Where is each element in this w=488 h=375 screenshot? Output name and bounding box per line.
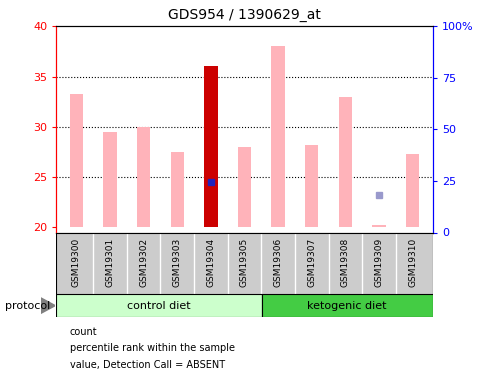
Bar bbox=[261, 294, 432, 317]
Text: GSM19300: GSM19300 bbox=[72, 237, 81, 287]
Text: GSM19302: GSM19302 bbox=[139, 237, 148, 286]
Text: value, Detection Call = ABSENT: value, Detection Call = ABSENT bbox=[70, 360, 224, 370]
Text: GSM19303: GSM19303 bbox=[172, 237, 182, 287]
Bar bbox=[338, 97, 351, 228]
Text: GSM19301: GSM19301 bbox=[105, 237, 114, 287]
Text: GSM19304: GSM19304 bbox=[206, 237, 215, 286]
Text: GSM19308: GSM19308 bbox=[340, 237, 349, 287]
Bar bbox=[305, 145, 318, 228]
Bar bbox=[170, 152, 183, 228]
Text: ketogenic diet: ketogenic diet bbox=[307, 301, 386, 310]
Text: GSM19305: GSM19305 bbox=[240, 237, 248, 287]
Text: count: count bbox=[70, 327, 97, 337]
Bar bbox=[203, 66, 217, 228]
Bar bbox=[405, 154, 418, 228]
Bar bbox=[237, 147, 251, 228]
Text: GSM19309: GSM19309 bbox=[374, 237, 383, 287]
Text: percentile rank within the sample: percentile rank within the sample bbox=[70, 344, 234, 354]
Bar bbox=[271, 46, 284, 228]
Polygon shape bbox=[41, 298, 55, 314]
Bar bbox=[56, 294, 261, 317]
Title: GDS954 / 1390629_at: GDS954 / 1390629_at bbox=[168, 9, 320, 22]
Text: control diet: control diet bbox=[127, 301, 190, 310]
Bar bbox=[103, 132, 117, 228]
Bar bbox=[137, 127, 150, 228]
Text: GSM19310: GSM19310 bbox=[407, 237, 416, 287]
Bar bbox=[371, 225, 385, 228]
Text: protocol: protocol bbox=[5, 301, 50, 310]
Text: GSM19307: GSM19307 bbox=[306, 237, 316, 287]
Text: GSM19306: GSM19306 bbox=[273, 237, 282, 287]
Bar bbox=[69, 94, 83, 228]
